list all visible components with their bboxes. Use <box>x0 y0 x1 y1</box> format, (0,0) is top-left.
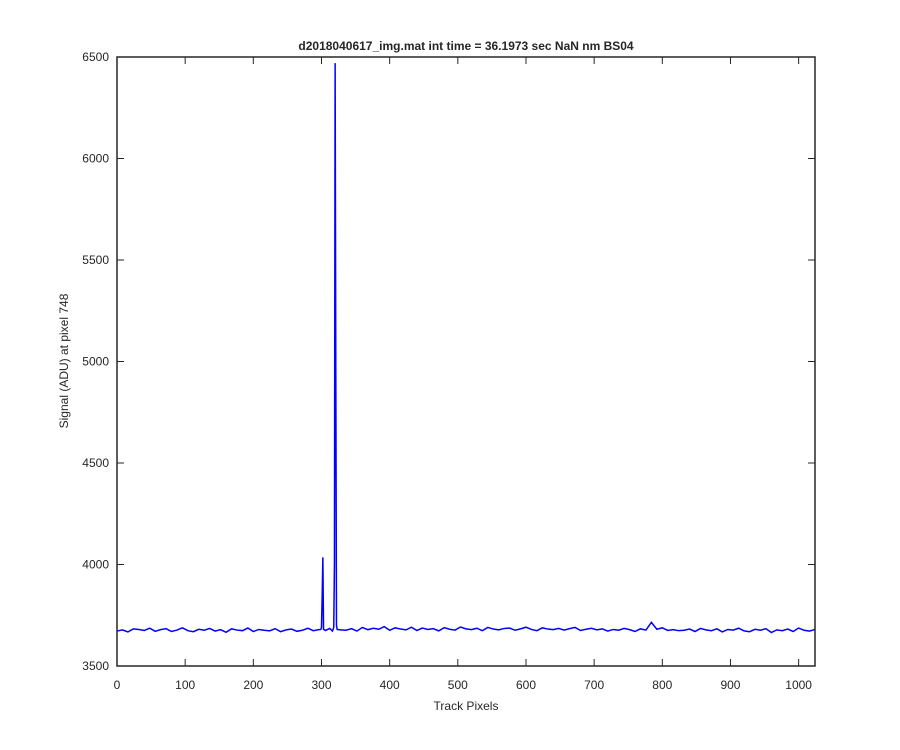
x-tick-label: 500 <box>448 678 468 692</box>
x-tick-label: 400 <box>380 678 400 692</box>
x-tick-label: 600 <box>516 678 536 692</box>
y-tick-label: 6000 <box>82 152 109 166</box>
y-axis-label: Signal (ADU) at pixel 748 <box>57 293 71 428</box>
data-line <box>116 63 816 634</box>
x-tick-label: 0 <box>114 678 121 692</box>
y-tick-label: 6500 <box>82 50 109 64</box>
x-tick-label: 900 <box>720 678 740 692</box>
y-tick-label: 4500 <box>82 456 109 470</box>
x-tick-label: 700 <box>584 678 604 692</box>
x-axis-label: Track Pixels <box>434 699 499 713</box>
y-tick-label: 5000 <box>82 355 109 369</box>
x-tick-label: 100 <box>175 678 195 692</box>
y-tick-label: 3500 <box>82 659 109 673</box>
x-tick-label: 200 <box>243 678 263 692</box>
x-tick-label: 800 <box>652 678 672 692</box>
x-tick-label: 300 <box>311 678 331 692</box>
x-tick-label: 1000 <box>785 678 812 692</box>
chart-title: d2018040617_img.mat int time = 36.1973 s… <box>298 39 634 53</box>
y-tick-label: 5500 <box>82 253 109 267</box>
y-tick-label: 4000 <box>82 558 109 572</box>
